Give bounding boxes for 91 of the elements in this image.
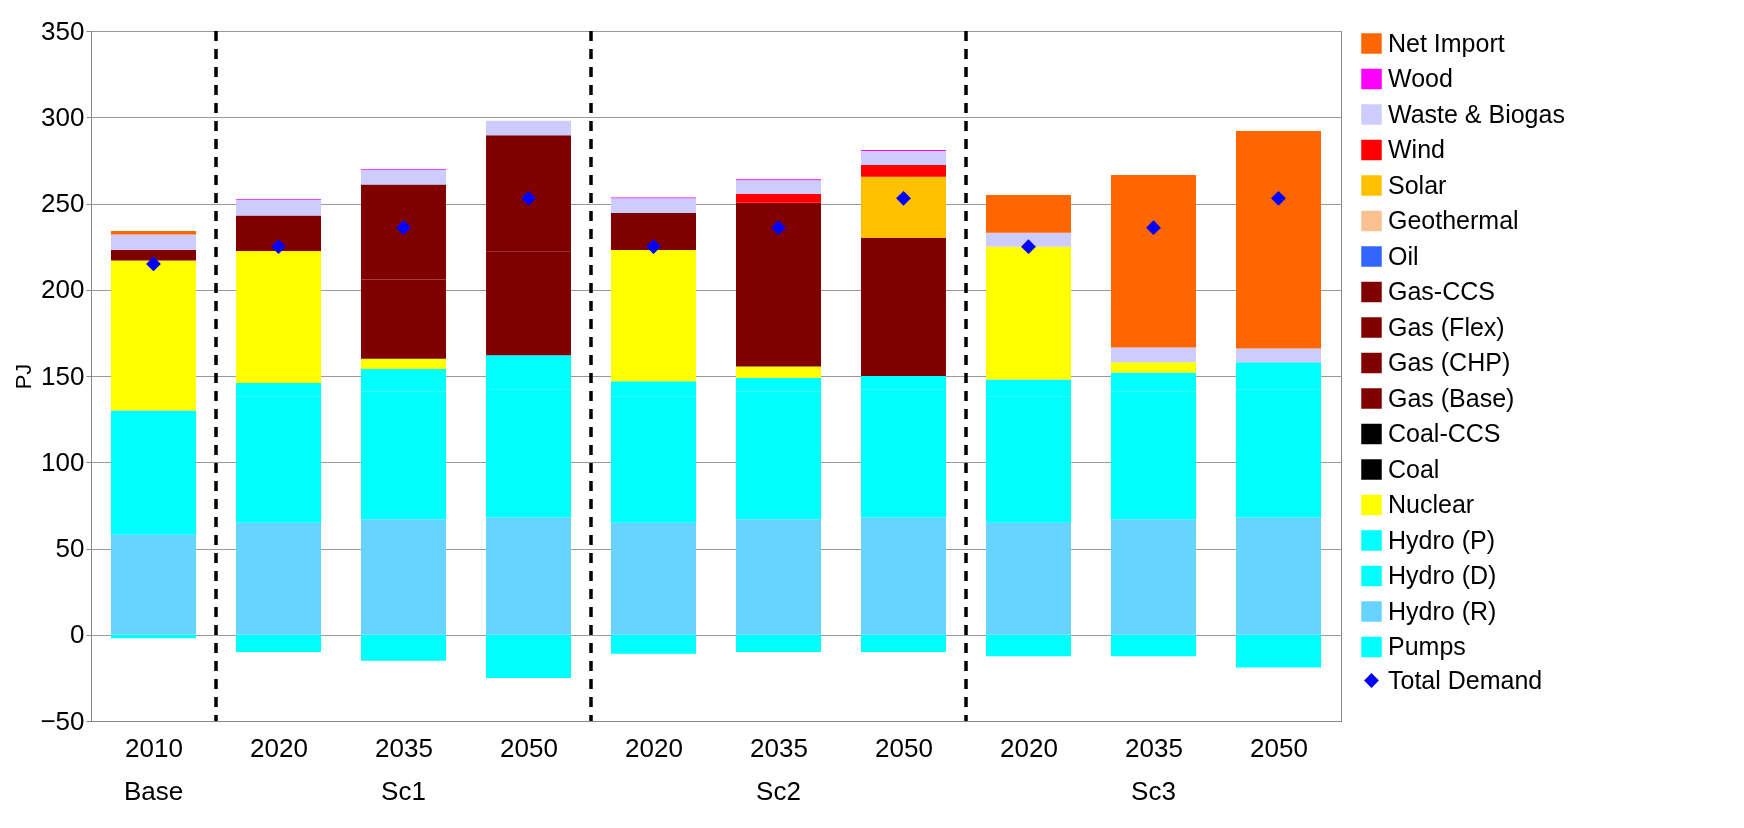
bar [361,519,446,635]
bar [861,238,946,376]
x-tick-label: 2035 [750,732,808,763]
legend-label: Waste & Biogas [1388,99,1565,128]
y-tick-label: 350 [41,15,85,46]
bar [1236,348,1321,363]
bar [1236,131,1321,349]
bar [361,169,446,185]
x-tick-label: 2020 [1000,732,1058,763]
bar [1236,517,1321,635]
legend-label: Gas (Flex) [1388,312,1505,341]
bar [611,212,696,251]
legend-label: Wood [1388,64,1453,92]
x-tick-label: 2050 [500,732,558,763]
legend-label: Hydro (R) [1388,596,1497,625]
bar [361,358,446,370]
legend-label: Hydro (P) [1388,525,1495,554]
bar [736,194,821,203]
bar [986,634,1071,657]
bar [736,180,821,195]
x-tick-label: 2010 [125,732,183,763]
bar [861,150,946,165]
legend-label: Wind [1388,135,1445,163]
legend-label: Gas (Base) [1388,383,1515,412]
legend-label: Coal-CCS [1388,419,1501,447]
bar [236,215,321,251]
y-tick-label: 100 [41,446,85,477]
y-tick-label: −50 [40,705,85,736]
legend-label: Oil [1388,241,1419,270]
bar [111,231,196,235]
bar [861,164,946,177]
bar [986,246,1071,380]
bar [1111,634,1196,657]
bar [611,634,696,654]
y-tick-label: 150 [41,360,85,391]
legend-label: Nuclear [1388,490,1475,518]
bar [611,522,696,635]
bar [986,232,1071,247]
legend-label: Geothermal [1388,206,1519,234]
legend-label: Hydro (D) [1388,561,1497,589]
bar [236,522,321,635]
x-tick-label: 2050 [875,732,933,763]
bar [361,634,446,661]
legend-label: Pumps [1388,632,1466,660]
legend-label: Coal [1388,454,1440,483]
y-tick-label: 0 [70,619,85,650]
text: Base [123,776,184,806]
bar [486,517,571,635]
x-tick-label: 2050 [1250,732,1308,763]
bar [986,522,1071,635]
bar [1111,362,1196,373]
text: Sc1 [381,776,426,806]
legend-label: Total Demand [1388,665,1543,694]
x-tick-label: 2035 [1125,732,1183,763]
y-tick-label: 300 [41,101,85,132]
bar [486,634,571,678]
bar [611,250,696,382]
legend-label: Gas-CCS [1388,277,1495,305]
x-tick-label: 2020 [250,732,308,763]
bar [236,200,321,216]
x-tick-label: 2020 [625,732,683,763]
text: Sc3 [1131,776,1176,806]
bar [111,260,196,411]
bar [236,634,321,652]
bar [861,176,946,238]
y-tick-label: 250 [41,188,85,218]
bar [611,198,696,213]
bar [736,634,821,652]
bar [986,194,1071,233]
y-axis-title: PJ [11,363,37,390]
bar [486,120,571,136]
bar [861,634,946,652]
x-tick-label: 2035 [375,732,433,763]
bar [111,534,196,635]
bar [111,250,196,261]
y-tick-label: 50 [55,533,85,563]
bar [736,519,821,635]
bar [236,250,321,383]
y-tick-label: 200 [41,274,85,305]
bar [1236,634,1321,668]
bar [736,366,821,378]
bar [1111,519,1196,635]
bar [1111,175,1196,348]
text: Sc2 [756,776,801,806]
legend-label: Net Import [1388,28,1505,57]
bar [1111,347,1196,363]
legend-label: Solar [1388,170,1447,199]
bar [111,234,196,251]
bar [861,517,946,635]
bar [111,413,196,535]
legend-label: Gas (CHP) [1388,348,1511,376]
